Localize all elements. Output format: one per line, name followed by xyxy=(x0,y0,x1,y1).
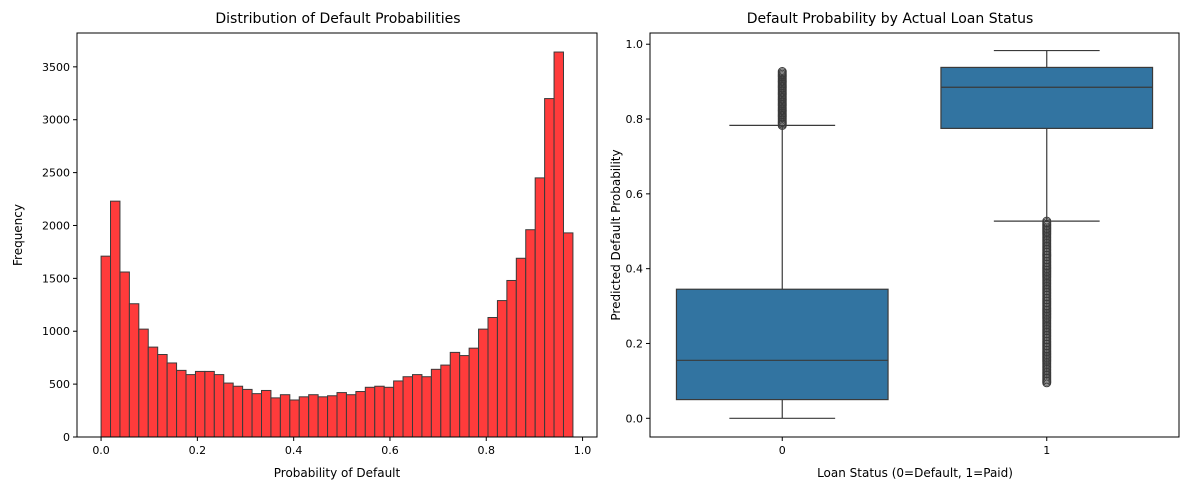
histogram-bar-30 xyxy=(383,386,395,438)
boxplot-title: Default Probability by Actual Loan Statu… xyxy=(747,11,1034,27)
histogram-bar-38 xyxy=(459,355,470,438)
histogram-bar-28 xyxy=(364,386,376,438)
histogram-bar-9 xyxy=(185,374,196,438)
box-0-outliers-high xyxy=(777,67,787,130)
histogram-bar-42 xyxy=(496,300,508,438)
histogram-bar-14 xyxy=(232,385,244,438)
boxplot-x-label: Loan Status (0=Default, 1=Paid) xyxy=(817,466,1013,480)
histogram-bars xyxy=(100,51,574,438)
boxplot-x-tick-label-1: 1 xyxy=(1043,444,1050,457)
histogram-y-tick-label-5: 2500 xyxy=(42,167,70,180)
box-1-outliers-low xyxy=(1042,216,1052,388)
histogram-bar-1 xyxy=(110,200,121,438)
boxplot-y-tick-label-2: 0.4 xyxy=(626,263,644,276)
histogram-bar-12 xyxy=(213,374,225,438)
histogram-bar-46 xyxy=(534,177,546,438)
histogram-y-tick-label-4: 2000 xyxy=(42,219,70,232)
histogram-y-label: Frequency xyxy=(11,204,25,266)
histogram-x-tick-label-3: 0.6 xyxy=(381,444,399,457)
boxplot-y-tick-label-3: 0.6 xyxy=(626,188,644,201)
histogram-bar-0 xyxy=(100,255,112,438)
histogram-y-tick-label-3: 1500 xyxy=(42,272,70,285)
histogram-bar-4 xyxy=(138,328,149,438)
histogram-bar-40 xyxy=(478,328,489,438)
histogram-bar-16 xyxy=(251,393,263,438)
histogram-bar-6 xyxy=(157,354,168,438)
histogram-bar-35 xyxy=(430,368,442,438)
boxplot-y-tick-label-1: 0.2 xyxy=(626,337,644,350)
histogram-bar-10 xyxy=(194,370,206,438)
histogram-x-label: Probability of Default xyxy=(274,466,401,480)
histogram-bar-20 xyxy=(289,399,300,438)
histogram-bar-5 xyxy=(147,346,159,438)
histogram-y-tick-label-6: 3000 xyxy=(42,114,70,127)
histogram-title: Distribution of Default Probabilities xyxy=(215,11,460,27)
histogram-bar-29 xyxy=(374,385,385,438)
histogram-bar-27 xyxy=(355,391,366,438)
histogram-bar-39 xyxy=(468,347,480,438)
histogram-bar-18 xyxy=(270,397,281,438)
histogram-bar-25 xyxy=(336,392,347,438)
histogram-y-tick-label-1: 500 xyxy=(49,378,70,391)
histogram-bar-26 xyxy=(345,394,357,438)
histogram-bar-19 xyxy=(279,394,291,438)
histogram-y-tick-label-0: 0 xyxy=(63,431,70,444)
histogram-bar-41 xyxy=(487,316,498,438)
box-0-iqr xyxy=(675,288,889,401)
histogram-bar-15 xyxy=(242,388,253,438)
histogram-bar-47 xyxy=(544,98,555,438)
histogram-bar-24 xyxy=(327,395,338,438)
boxplot-axes-frame xyxy=(649,32,1180,438)
box-1-outliers-low-point-109 xyxy=(1042,216,1052,226)
histogram-bar-37 xyxy=(449,351,461,438)
histogram-y-tick-label-7: 3500 xyxy=(42,61,70,74)
histogram-y-tick-label-2: 1000 xyxy=(42,325,70,338)
boxplot-marks xyxy=(675,49,1154,419)
histogram-bar-3 xyxy=(128,303,140,438)
box-0-outliers-high-point-39 xyxy=(777,67,787,77)
histogram-x-tick-label-5: 1.0 xyxy=(574,444,592,457)
histogram-x-tick-label-0: 0.0 xyxy=(92,444,110,457)
histogram-bar-44 xyxy=(515,257,527,438)
histogram-x-tick-label-4: 0.8 xyxy=(478,444,496,457)
histogram-bar-21 xyxy=(298,396,310,438)
histogram-bar-17 xyxy=(261,389,272,438)
histogram-bar-31 xyxy=(393,380,404,438)
histogram-bar-45 xyxy=(525,229,536,438)
histogram-x-tick-label-2: 0.4 xyxy=(285,444,303,457)
histogram-bar-49 xyxy=(562,232,574,438)
boxplot-y-tick-label-0: 0.0 xyxy=(626,412,644,425)
histogram-bar-33 xyxy=(411,374,423,438)
boxplot-y-tick-label-5: 1.0 xyxy=(626,38,644,51)
histogram-bar-22 xyxy=(308,394,319,438)
histogram-bar-48 xyxy=(553,51,564,438)
histogram-axes-frame xyxy=(76,32,598,438)
box-1-iqr xyxy=(940,66,1154,129)
histogram-bar-43 xyxy=(506,279,517,438)
histogram-bar-7 xyxy=(166,362,178,438)
histogram-x-tick-label-1: 0.2 xyxy=(189,444,207,457)
boxplot-chart: Default Probability by Actual Loan Statu… xyxy=(609,11,1180,480)
boxplot-y-label: Predicted Default Probability xyxy=(609,149,623,320)
histogram-chart: Distribution of Default Probabilities 0.… xyxy=(11,11,598,480)
histogram-bar-11 xyxy=(204,370,215,438)
histogram-bar-36 xyxy=(440,364,451,438)
histogram-bar-2 xyxy=(119,271,130,438)
histogram-bar-8 xyxy=(176,369,187,438)
boxplot-x-tick-label-0: 0 xyxy=(779,444,786,457)
boxplot-y-tick-label-4: 0.8 xyxy=(626,113,644,126)
histogram-bar-34 xyxy=(421,376,432,438)
histogram-bar-23 xyxy=(317,396,329,438)
histogram-bar-32 xyxy=(402,376,413,438)
histogram-bar-13 xyxy=(223,382,234,438)
